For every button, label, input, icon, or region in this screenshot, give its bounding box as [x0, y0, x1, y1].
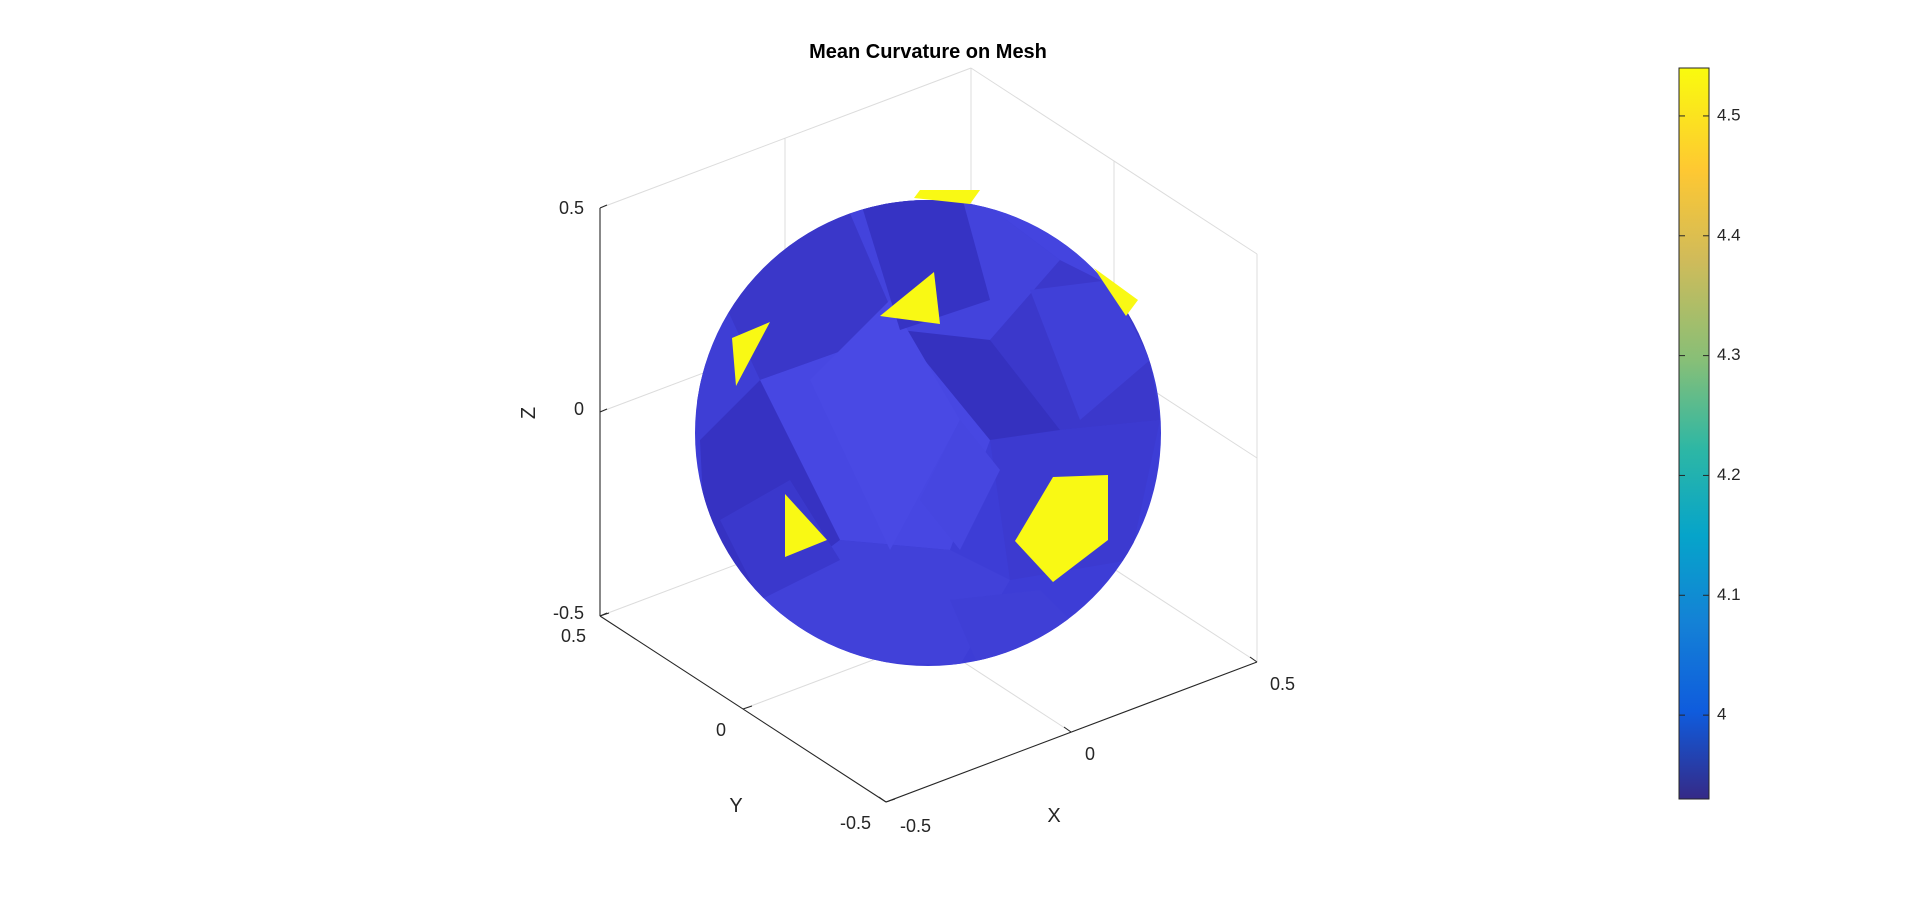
- y-axis-label: Y: [729, 795, 742, 817]
- curvature-mesh: [695, 190, 1161, 666]
- z-ticks: 0.5 0 -0.5: [553, 198, 608, 623]
- x-axis-label: X: [1047, 805, 1060, 827]
- y-ticks: 0.5 0 -0.5: [561, 612, 896, 833]
- z-tick-label: 0: [574, 399, 584, 419]
- z-axis-label: Z: [518, 407, 540, 419]
- x-ticks: -0.5 0 0.5: [878, 656, 1295, 836]
- x-tick-label: 0: [1085, 744, 1095, 764]
- colorbar-tick-label: 4.4: [1717, 225, 1741, 244]
- x-axis-line: [885, 661, 1258, 803]
- colorbar-gradient: [1678, 67, 1710, 800]
- y-tick-label: -0.5: [840, 813, 871, 833]
- z-tick-label: -0.5: [553, 603, 584, 623]
- colorbar-tick-label: 4.1: [1717, 585, 1741, 604]
- z-tick-label: 0.5: [559, 198, 584, 218]
- colorbar-tick-label: 4.3: [1717, 345, 1741, 364]
- colorbar: 4 4.1 4.2 4.3 4.4 4.5: [1678, 67, 1741, 800]
- colorbar-tick-label: 4.5: [1717, 105, 1741, 124]
- colorbar-tick-label: 4.2: [1717, 465, 1741, 484]
- colorbar-tick-label: 4: [1717, 705, 1726, 724]
- chart-title: Mean Curvature on Mesh: [809, 41, 1047, 63]
- y-tick-label: 0.5: [561, 626, 586, 646]
- y-tick-label: 0: [716, 720, 726, 740]
- x-tick-label: -0.5: [900, 816, 931, 836]
- x-tick-label: 0.5: [1270, 674, 1295, 694]
- colorbar-ticks: 4 4.1 4.2 4.3 4.4 4.5: [1679, 105, 1741, 724]
